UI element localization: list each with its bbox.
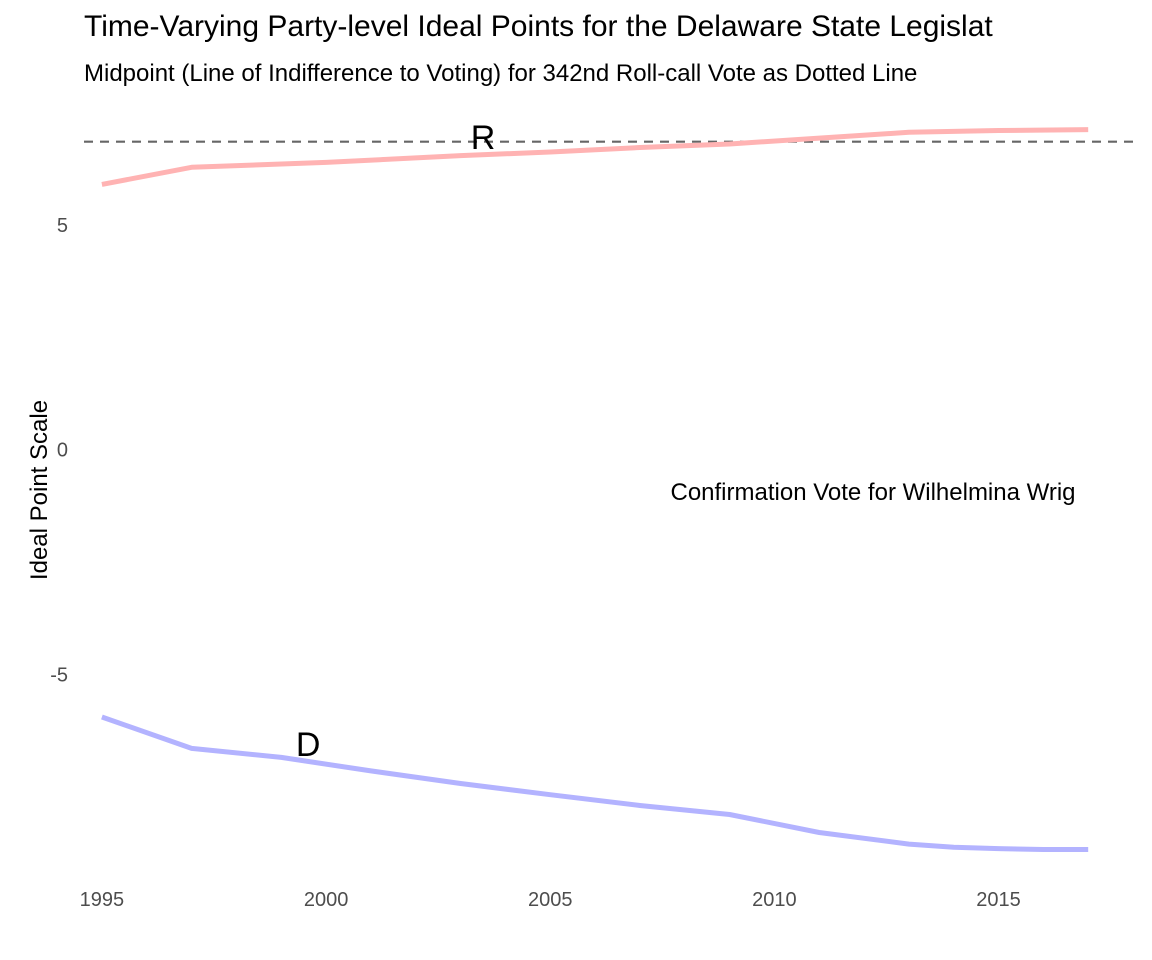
x-tick-label: 2000: [304, 889, 349, 911]
y-tick-label: 0: [57, 440, 68, 462]
series-line-d: [101, 714, 1089, 852]
vote-annotation: Confirmation Vote for Wilhelmina Wrig: [670, 479, 1075, 506]
chart-title: Time-Varying Party-level Ideal Points fo…: [84, 10, 993, 43]
chart-subtitle: Midpoint (Line of Indifference to Voting…: [84, 60, 918, 87]
series-line-r: [101, 127, 1089, 187]
x-tick-label: 2015: [976, 889, 1021, 911]
x-tick-label: 2010: [752, 889, 797, 911]
y-tick-label: 5: [57, 215, 68, 237]
x-tick-label: 2005: [528, 889, 573, 911]
y-tick-label: -5: [50, 664, 68, 686]
series-label-d: D: [296, 726, 321, 764]
series-label-r: R: [471, 119, 496, 157]
x-tick-label: 1995: [80, 889, 125, 911]
